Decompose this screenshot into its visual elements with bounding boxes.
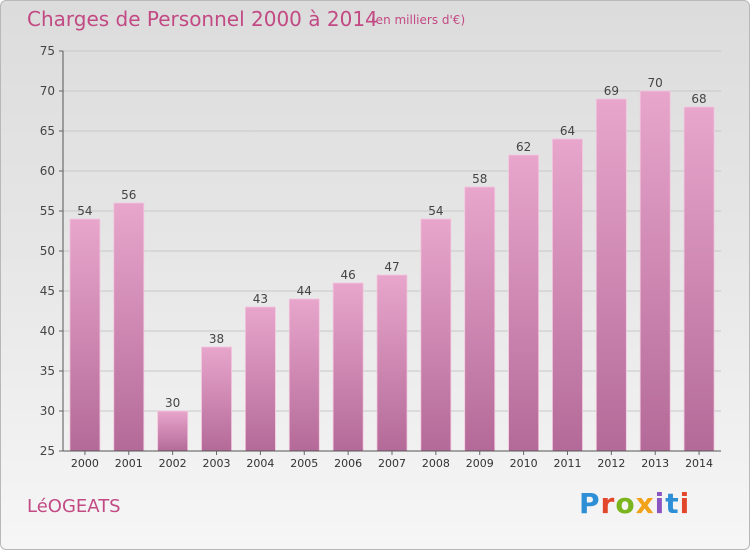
bars: 54 56 30 38 43 44 46 47 54 58 62 64 69 70 68	[69, 76, 715, 452]
bar	[595, 98, 627, 452]
data-label: 38	[209, 332, 224, 346]
data-label: 69	[604, 84, 619, 98]
bar	[201, 346, 232, 452]
data-label: 56	[121, 188, 136, 202]
bar	[288, 298, 320, 452]
y-tick-label: 35	[40, 364, 55, 378]
data-label: 64	[560, 124, 575, 138]
y-tick-label: 25	[40, 444, 55, 458]
x-tick-label: 2009	[466, 457, 494, 470]
bar	[69, 218, 101, 452]
y-tick-label: 75	[40, 44, 55, 58]
x-tick-label: 2006	[334, 457, 362, 470]
y-tick-label: 40	[40, 324, 55, 338]
x-tick-label: 2014	[685, 457, 713, 470]
x-tick-label: 2012	[597, 457, 625, 470]
town-name: LéOGEATS	[27, 496, 121, 517]
x-tick-label: 2003	[203, 457, 231, 470]
brand-letter: i	[679, 487, 691, 520]
y-tick-label: 60	[40, 164, 55, 178]
data-label: 58	[472, 172, 487, 186]
x-tick-label: 2001	[115, 457, 143, 470]
brand-letter: i	[654, 487, 666, 520]
y-tick-label: 70	[40, 84, 55, 98]
y-tick-label: 55	[40, 204, 55, 218]
data-label: 46	[340, 268, 355, 282]
bar	[244, 306, 276, 452]
data-label: 44	[297, 284, 312, 298]
data-label: 68	[691, 92, 706, 106]
data-label: 62	[516, 140, 531, 154]
bar	[113, 202, 145, 452]
y-tick-label: 45	[40, 284, 55, 298]
x-tick-label: 2011	[553, 457, 581, 470]
x-tick-label: 2008	[422, 457, 450, 470]
bar	[332, 282, 364, 452]
bar	[552, 138, 583, 452]
bar	[508, 154, 540, 452]
brand-letter: P	[579, 487, 601, 520]
chart-title: Charges de Personnel 2000 à 2014	[27, 7, 378, 31]
bar	[464, 186, 496, 452]
y-tick-label: 65	[40, 124, 55, 138]
bar	[683, 106, 715, 452]
brand-letter: r	[600, 487, 616, 520]
data-label: 47	[384, 260, 399, 274]
data-label: 54	[77, 204, 92, 218]
x-tick-label: 2013	[641, 457, 669, 470]
x-tick-label: 2000	[71, 457, 99, 470]
axes: 25 30 35 40 45 50 55 60 65 70 75 2000 2001 2002 2003 20…	[40, 44, 721, 470]
y-tick-label: 50	[40, 244, 55, 258]
bar	[157, 410, 189, 452]
x-tick-label: 2002	[159, 457, 187, 470]
bar	[639, 90, 671, 452]
data-label: 70	[648, 76, 663, 90]
proxiti-logo[interactable]: Proxiti	[579, 487, 690, 520]
chart-subtitle: (en milliers d'€)	[371, 13, 466, 27]
x-tick-label: 2010	[510, 457, 538, 470]
x-tick-label: 2007	[378, 457, 406, 470]
brand-letter: x	[635, 487, 655, 520]
brand-letter: o	[615, 487, 636, 520]
bar	[420, 218, 452, 452]
data-label: 43	[253, 292, 268, 306]
x-tick-label: 2005	[290, 457, 318, 470]
x-tick-label: 2004	[246, 457, 274, 470]
data-label: 30	[165, 396, 180, 410]
brand-letter: t	[665, 487, 680, 520]
y-tick-label: 30	[40, 404, 55, 418]
data-label: 54	[428, 204, 443, 218]
bar	[376, 274, 408, 452]
